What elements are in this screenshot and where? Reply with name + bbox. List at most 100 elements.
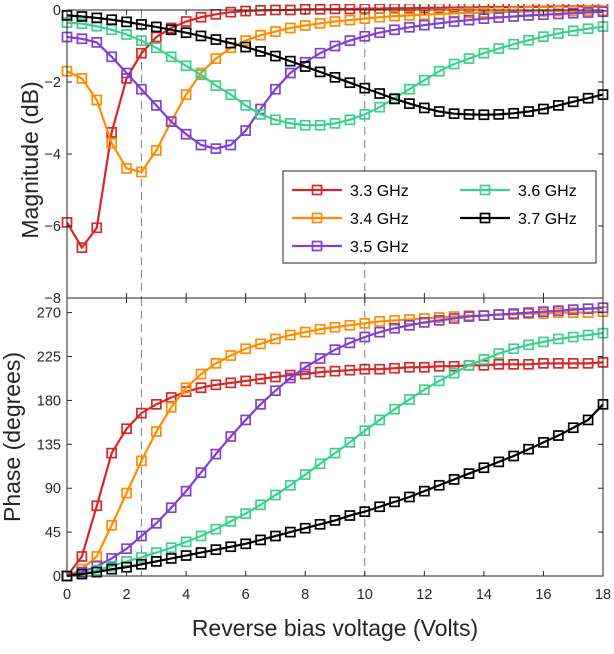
legend-swatch-marker (311, 212, 323, 224)
x-tick-label: 0 (63, 587, 71, 603)
data-marker (463, 311, 475, 322)
data-marker (284, 479, 296, 491)
data-marker (210, 544, 222, 556)
data-marker (448, 474, 460, 485)
data-marker (523, 339, 534, 351)
data-marker (448, 58, 460, 70)
data-marker (404, 83, 415, 95)
data-marker (478, 310, 490, 321)
data-marker (463, 53, 475, 64)
data-marker (344, 510, 356, 521)
data-marker (180, 536, 192, 548)
legend-swatch-marker (479, 212, 491, 224)
data-marker (121, 29, 132, 40)
data-marker (538, 437, 549, 448)
data-marker (374, 316, 386, 327)
data-marker (463, 468, 475, 479)
data-marker (523, 307, 534, 318)
data-marker (225, 350, 237, 361)
x-tick-label: 16 (535, 587, 551, 603)
data-marker (299, 368, 311, 380)
data-marker (240, 41, 252, 53)
data-marker (314, 518, 326, 530)
data-marker (389, 403, 400, 415)
data-marker (284, 118, 296, 129)
data-marker (91, 94, 103, 106)
data-marker (448, 313, 460, 324)
plot-frame (66, 297, 604, 577)
data-marker (344, 4, 356, 15)
data-marker (552, 8, 564, 20)
legend-swatch-marker (311, 184, 323, 196)
data-marker (552, 430, 564, 441)
data-marker (374, 501, 386, 513)
data-marker (210, 143, 222, 154)
data-marker (582, 358, 594, 369)
data-marker (329, 344, 341, 356)
data-marker (552, 28, 564, 39)
data-marker (299, 522, 311, 534)
data-marker (240, 375, 252, 387)
data-marker (404, 319, 415, 331)
x-tick-label: 12 (416, 587, 432, 603)
data-marker (404, 4, 415, 14)
data-marker (195, 368, 207, 380)
y-tick-label: −4 (44, 147, 61, 163)
data-marker (270, 530, 281, 542)
data-marker (240, 414, 252, 426)
data-marker (567, 25, 579, 37)
data-marker (121, 487, 132, 499)
data-marker (493, 109, 505, 120)
data-marker (195, 530, 207, 542)
legend-item: 3.7 GHz (460, 211, 577, 228)
series-line (66, 332, 604, 578)
data-marker (493, 358, 505, 370)
data-marker (225, 37, 237, 49)
data-marker (344, 35, 356, 46)
data-marker (418, 361, 430, 373)
data-marker (195, 382, 207, 394)
data-marker (404, 98, 415, 109)
data-marker (448, 16, 460, 27)
plot-layer: −8 −6 −4 −2 0 3.3 GHz 3.6 GHz 3.4 GHz 3.7 GHz 3.5… (37, 3, 611, 603)
data-marker (582, 303, 594, 315)
y-tick-label: 270 (37, 306, 61, 322)
data-marker (195, 11, 207, 23)
data-marker (121, 67, 132, 79)
data-marker (225, 516, 237, 527)
data-marker (150, 31, 162, 43)
data-marker (150, 556, 162, 567)
data-marker (121, 163, 132, 174)
data-marker (404, 394, 415, 405)
data-marker (91, 12, 103, 24)
data-marker (448, 4, 460, 13)
data-marker (121, 543, 132, 555)
data-marker (210, 34, 222, 45)
data-marker (165, 542, 177, 554)
data-marker (225, 6, 237, 18)
data-marker (433, 360, 445, 372)
series-line (66, 403, 604, 578)
data-marker (344, 77, 356, 89)
data-marker (418, 74, 430, 86)
data-marker (136, 552, 147, 563)
data-marker (225, 139, 237, 151)
data-marker (76, 11, 88, 22)
data-marker (567, 7, 579, 19)
data-marker (270, 333, 281, 345)
data-marker (389, 322, 400, 334)
data-marker (121, 423, 132, 435)
data-marker (299, 20, 311, 31)
data-marker (255, 338, 266, 350)
data-marker (165, 502, 177, 514)
data-marker (136, 558, 147, 570)
data-marker (344, 14, 356, 26)
data-marker (359, 30, 371, 42)
data-marker (582, 414, 594, 426)
data-marker (106, 519, 118, 531)
data-marker (418, 19, 430, 31)
data-marker (270, 371, 281, 383)
series-line (66, 14, 604, 116)
legend-label: 3.6 GHz (518, 183, 577, 200)
data-marker (314, 66, 326, 78)
